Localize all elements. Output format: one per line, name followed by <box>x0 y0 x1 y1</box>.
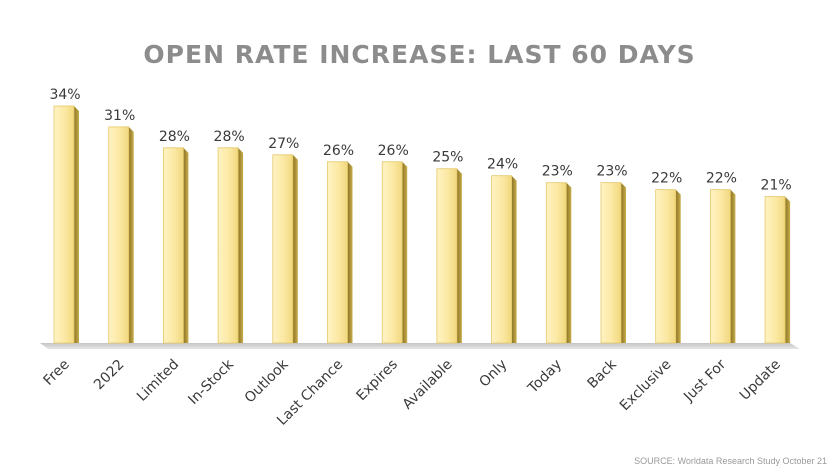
category-label: Available <box>400 357 456 413</box>
value-label: 25% <box>432 150 463 166</box>
category-label: In-Stock <box>185 356 237 408</box>
value-label: 21% <box>761 178 792 194</box>
value-label: 22% <box>651 171 682 187</box>
bar-side <box>238 147 244 343</box>
bar-side <box>347 161 353 343</box>
value-label: 26% <box>378 143 409 159</box>
bar-front <box>272 154 294 344</box>
bar-front <box>162 147 184 344</box>
bar-front <box>217 147 239 344</box>
category-label: Free <box>41 357 73 389</box>
value-label: 34% <box>49 87 80 103</box>
bar-front <box>545 182 567 344</box>
value-label: 27% <box>268 136 299 152</box>
bar-side <box>566 182 572 343</box>
value-label: 24% <box>487 157 518 173</box>
value-label: 22% <box>706 171 737 187</box>
bar-side <box>621 182 626 343</box>
bar-front <box>710 189 731 344</box>
category-label: 2022 <box>91 357 128 394</box>
bar-side <box>292 154 298 343</box>
value-label: 23% <box>596 164 627 180</box>
value-label: 28% <box>214 129 245 145</box>
bar <box>436 168 462 344</box>
category-label: Limited <box>134 357 182 405</box>
bar-side <box>730 189 736 343</box>
category-label: Just For <box>680 356 729 405</box>
bar-front <box>600 182 622 344</box>
source-note: SOURCE: Worldata Research Study October … <box>634 456 827 466</box>
chart-title: OPEN RATE INCREASE: LAST 60 DAYS <box>143 40 696 69</box>
bar-front <box>655 189 677 344</box>
bar <box>217 147 244 344</box>
bar <box>381 161 408 344</box>
bar-front <box>327 161 348 344</box>
bar <box>108 126 134 344</box>
category-label: Exclusive <box>617 357 675 415</box>
category-label: Outlook <box>242 356 292 406</box>
bar <box>710 189 736 344</box>
value-label: 26% <box>323 143 354 159</box>
value-label: 31% <box>104 108 135 124</box>
category-label: Expires <box>353 357 401 405</box>
bar-side <box>785 196 791 343</box>
bar <box>327 161 353 344</box>
category-label: Update <box>737 357 784 404</box>
chart-floor <box>40 343 800 349</box>
bar <box>162 147 189 344</box>
bar-side <box>511 175 517 343</box>
bar-side <box>183 147 189 343</box>
value-label: 28% <box>159 129 190 145</box>
bar-side <box>456 168 462 343</box>
bar-side <box>74 106 79 343</box>
bar <box>655 189 681 344</box>
bar-front <box>381 161 403 344</box>
bar-side <box>128 126 134 343</box>
bar <box>545 182 572 344</box>
value-label: 23% <box>542 164 573 180</box>
category-label: Today <box>524 357 565 398</box>
category-label: Back <box>584 356 620 392</box>
category-label: Only <box>476 357 510 391</box>
bar <box>600 182 626 344</box>
bar-front <box>491 175 513 344</box>
bar <box>272 154 298 344</box>
bar <box>764 196 791 344</box>
bar-side <box>402 161 408 343</box>
bar <box>491 175 517 344</box>
bar-front <box>108 126 130 344</box>
bar-front <box>764 196 786 344</box>
bar <box>53 105 79 344</box>
bar-front <box>53 105 75 344</box>
bar-side <box>675 189 681 343</box>
bar-front <box>436 168 458 344</box>
